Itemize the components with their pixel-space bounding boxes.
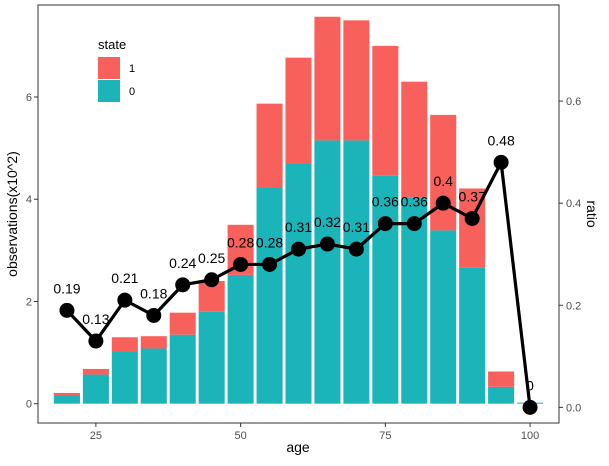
x-tick-label-50: 50	[234, 430, 246, 442]
legend-label-1: 1	[129, 63, 135, 75]
bars-layer	[53, 16, 544, 404]
ratio-label-age-40: 0.24	[169, 255, 196, 271]
ratio-point-age-70	[348, 241, 364, 257]
y-tick-label-2: 2	[26, 296, 32, 308]
bar-state-1-age-75	[372, 45, 399, 176]
ratio-point-age-60	[291, 241, 306, 257]
panel-border	[37, 4, 560, 424]
x-tick-label-100: 100	[521, 430, 539, 442]
bar-state-1-age-80	[401, 81, 428, 198]
bar-state-0-age-95	[488, 386, 515, 404]
ratio-point-age-100	[522, 399, 538, 415]
ratio-label-age-95: 0.48	[487, 132, 514, 148]
bar-state-1-age-65	[314, 16, 341, 141]
bar-state-1-age-30	[111, 337, 138, 352]
ratio-line-layer	[59, 154, 538, 415]
bar-state-0-age-60	[285, 163, 312, 404]
x-axis-title: age	[286, 439, 310, 455]
bar-state-0-age-65	[314, 140, 341, 404]
bar-state-0-age-20	[53, 395, 80, 404]
ratio-label-age-45: 0.25	[198, 250, 225, 266]
ratio-label-age-60: 0.31	[285, 219, 312, 235]
bar-state-1-age-40	[169, 312, 196, 335]
ratio-point-age-50	[233, 256, 249, 272]
ratio-point-age-40	[175, 277, 191, 293]
y-tick-label-4: 4	[26, 194, 32, 206]
ratio-point-age-30	[117, 292, 133, 308]
ratio-point-age-45	[204, 272, 220, 288]
legend-label-0: 0	[129, 86, 135, 98]
ratio-label-age-65: 0.32	[314, 214, 341, 230]
y2-axis-title: ratio	[584, 200, 600, 227]
ratio-label-age-30: 0.21	[111, 270, 138, 286]
ratio-point-age-20	[59, 302, 75, 318]
legend-key-0	[98, 80, 120, 102]
ratio-label-age-80: 0.36	[401, 194, 428, 210]
ratio-label-age-90: 0.37	[459, 188, 486, 204]
data-labels-layer: 0.190.130.210.180.24 0.250.28 0.280.31 0.32…	[53, 132, 534, 393]
y2-tick-label-0.6: 0.6	[566, 96, 581, 108]
y-axis-title: observations(x10^2)	[4, 151, 20, 277]
bar-state-1-age-95	[488, 371, 515, 387]
bar-state-0-age-55	[256, 187, 283, 404]
ratio-point-age-85	[435, 195, 451, 211]
bar-state-1-age-35	[140, 336, 167, 349]
ratio-point-age-80	[406, 216, 422, 232]
y-tick-label-6: 6	[26, 92, 32, 104]
ratio-label-age-35: 0.18	[140, 285, 167, 301]
ratio-label-age-85: 0.4	[433, 173, 453, 189]
legend-title: state	[98, 37, 126, 52]
ratio-point-age-25	[88, 333, 104, 349]
ratio-label-age-75: 0.36	[372, 194, 399, 210]
bar-state-0-age-30	[111, 351, 138, 404]
ratio-point-age-65	[319, 236, 335, 252]
ratio-label-age-50: 0.28	[227, 234, 254, 250]
bar-state-0-age-80	[401, 197, 428, 404]
ratio-point-age-75	[377, 216, 393, 232]
ratio-label-age-20: 0.19	[53, 280, 80, 296]
ratio-point-age-55	[262, 256, 278, 272]
ratio-label-age-100: 0	[526, 377, 534, 393]
ratio-label-age-25: 0.13	[82, 311, 109, 327]
y2-tick-label-0.2: 0.2	[566, 300, 581, 312]
bar-state-0-age-25	[82, 374, 109, 404]
axes-layer: 25 50 75 100 0 2 4 6 0.0 0.2 0.4 0.6	[26, 92, 581, 442]
x-tick-label-75: 75	[379, 430, 391, 442]
x-tick-label-25: 25	[90, 430, 102, 442]
bar-state-1-age-25	[82, 368, 109, 375]
ratio-point-age-95	[493, 154, 509, 170]
ratio-point-age-35	[146, 307, 162, 323]
bar-state-0-age-75	[372, 175, 399, 404]
ratio-label-age-55: 0.28	[256, 234, 283, 250]
y2-tick-label-0.4: 0.4	[566, 198, 581, 210]
bar-state-0-age-40	[169, 334, 196, 404]
ratio-label-age-70: 0.31	[343, 219, 370, 235]
bar-state-1-age-20	[53, 392, 80, 396]
bar-state-0-age-50	[227, 274, 254, 404]
bar-state-1-age-55	[256, 103, 283, 188]
y-tick-label-0: 0	[26, 399, 32, 411]
bar-state-1-age-60	[285, 57, 312, 164]
bar-state-0-age-85	[430, 230, 457, 404]
bar-state-1-age-70	[343, 20, 370, 141]
y2-tick-label-0.0: 0.0	[566, 402, 581, 414]
bar-state-0-age-70	[343, 140, 370, 404]
ratio-point-age-90	[464, 210, 480, 226]
bar-state-0-age-90	[459, 267, 486, 404]
legend-key-1	[98, 57, 120, 79]
legend: state 1 0	[98, 37, 135, 102]
bar-state-0-age-45	[198, 311, 225, 404]
bar-state-0-age-35	[140, 348, 167, 404]
